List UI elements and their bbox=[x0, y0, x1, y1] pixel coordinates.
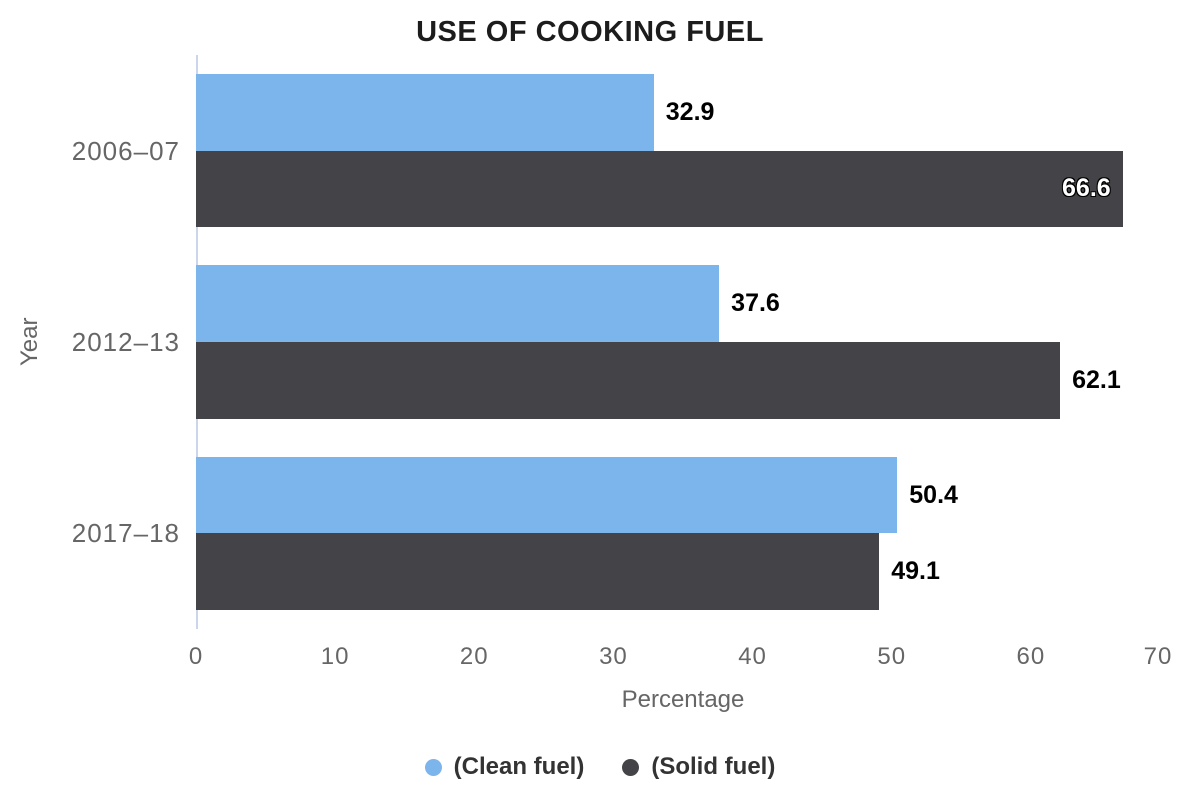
bar-solid-fuel-2017-18[interactable] bbox=[196, 533, 880, 610]
legend-item-clean-fuel[interactable]: (Clean fuel) bbox=[424, 753, 585, 781]
bar-clean-fuel-2012-13[interactable] bbox=[196, 265, 720, 342]
value-label-solid-fuel-2012-13: 62.1 bbox=[1072, 365, 1121, 394]
value-label-solid-fuel-2006-07: 66.6 bbox=[1062, 174, 1111, 203]
x-tick-label-30: 30 bbox=[599, 643, 628, 670]
chart-title: USE OF COOKING FUEL bbox=[416, 16, 764, 48]
legend-item-solid-fuel[interactable]: (Solid fuel) bbox=[622, 753, 775, 781]
x-tick-label-40: 40 bbox=[738, 643, 767, 670]
legend-marker-circle-icon bbox=[622, 758, 640, 776]
x-tick-label-20: 20 bbox=[459, 643, 489, 670]
bar-solid-fuel-2006-07[interactable] bbox=[196, 150, 1123, 228]
legend-label: (Solid fuel) bbox=[651, 753, 776, 780]
category-label-2006-07: 2006–07 bbox=[71, 135, 180, 166]
bar-solid-fuel-2012-13[interactable] bbox=[196, 342, 1061, 419]
value-label-clean-fuel-2006-07: 32.9 bbox=[665, 97, 715, 126]
x-tick-label-10: 10 bbox=[320, 643, 350, 670]
x-tick-label-50: 50 bbox=[877, 643, 907, 670]
x-tick-label-70: 70 bbox=[1143, 643, 1173, 670]
legend: (Clean fuel) (Solid fuel) bbox=[0, 753, 1200, 781]
category-label-2017-18: 2017–18 bbox=[71, 518, 180, 549]
value-label-solid-fuel-2017-18: 49.1 bbox=[891, 557, 940, 586]
value-label-clean-fuel-2012-13: 37.6 bbox=[731, 289, 780, 318]
x-tick-label-60: 60 bbox=[1016, 643, 1046, 670]
legend-marker-circle-icon bbox=[424, 758, 442, 776]
value-label-clean-fuel-2017-18: 50.4 bbox=[909, 480, 958, 509]
category-label-2012-13: 2012–13 bbox=[71, 327, 180, 357]
bar-clean-fuel-2017-18[interactable] bbox=[196, 456, 898, 534]
bar-clean-fuel-2006-07[interactable] bbox=[196, 74, 654, 151]
legend-label: (Clean fuel) bbox=[453, 753, 585, 780]
x-tick-label-0: 0 bbox=[188, 643, 204, 670]
x-axis-title: Percentage bbox=[621, 686, 745, 713]
